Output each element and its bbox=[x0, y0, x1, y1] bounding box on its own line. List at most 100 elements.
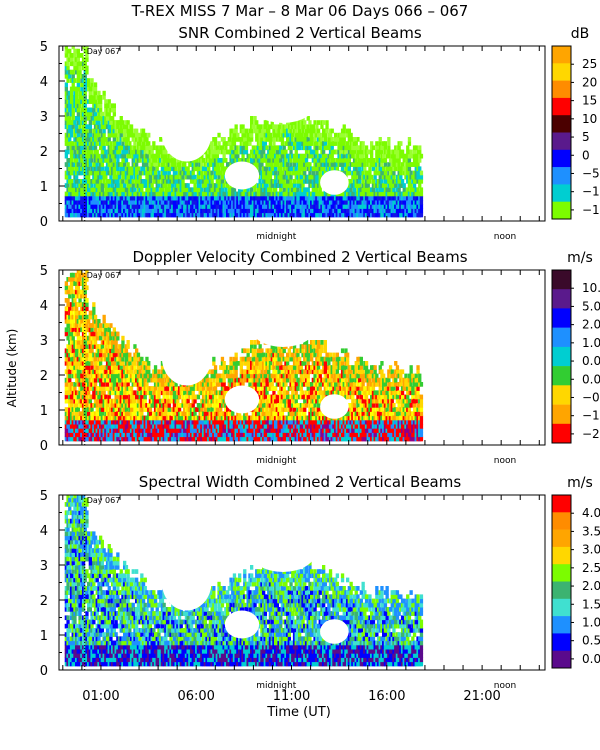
colorbar-segment bbox=[552, 201, 571, 220]
y-tick-label: 2 bbox=[40, 145, 48, 160]
colorbar-label: 2.0 bbox=[582, 318, 600, 332]
y-tick-label: 2 bbox=[40, 594, 48, 609]
panel-3: Spectral Width Combined 2 Vertical Beams… bbox=[40, 473, 600, 691]
panel-2: Doppler Velocity Combined 2 Vertical Bea… bbox=[40, 248, 600, 466]
day-label: Day 067 bbox=[87, 47, 121, 56]
day-label: Day 067 bbox=[87, 271, 121, 280]
y-tick-label: 1 bbox=[40, 180, 48, 195]
colorbar-frame bbox=[551, 45, 572, 220]
panel-title: Spectral Width Combined 2 Vertical Beams bbox=[139, 473, 462, 491]
x-axis-label: Time (UT) bbox=[266, 705, 331, 720]
colorbar-segment bbox=[552, 512, 571, 530]
colorbar-label: 0.0 bbox=[582, 354, 600, 368]
echo-field bbox=[64, 46, 424, 218]
colorbar-label: 0.0 bbox=[582, 372, 600, 386]
colorbar-label: 15 bbox=[582, 94, 597, 108]
x-tick-label: 01:00 bbox=[82, 689, 119, 704]
time-marker-label: noon bbox=[494, 456, 516, 466]
colorbar-segment bbox=[552, 132, 571, 151]
colorbar-label: 10.0 bbox=[582, 281, 600, 295]
panel-title: SNR Combined 2 Vertical Beams bbox=[178, 24, 421, 42]
colorbar-label: 10 bbox=[582, 112, 597, 126]
colorbar-unit: m/s bbox=[567, 475, 593, 491]
colorbar-label: 3.0 bbox=[582, 543, 600, 557]
colorbar-label: 2.5 bbox=[582, 561, 600, 575]
colorbar-segment bbox=[552, 650, 571, 669]
colorbar-label: −2.0 bbox=[582, 427, 600, 441]
panel-1: SNR Combined 2 Vertical Beams dB Day 067 0 1… bbox=[40, 24, 600, 242]
colorbar-segment bbox=[552, 184, 571, 202]
colorbar-segment bbox=[552, 495, 571, 513]
y-tick-label: 5 bbox=[40, 489, 48, 504]
colorbar-label: −5 bbox=[582, 166, 600, 180]
figure-title: T-REX MISS 7 Mar – 8 Mar 06 Days 066 – 0… bbox=[131, 2, 469, 20]
colorbar-segment bbox=[552, 385, 571, 405]
colorbar-label: 5 bbox=[582, 130, 590, 144]
colorbar-segment bbox=[552, 366, 571, 386]
y-tick-label: 1 bbox=[40, 404, 48, 419]
colorbar-segment bbox=[552, 270, 571, 290]
colorbar-segment bbox=[552, 149, 571, 168]
colorbar-segment bbox=[552, 529, 571, 548]
colorbar-segment bbox=[552, 167, 571, 185]
time-marker-label: midnight bbox=[256, 456, 297, 466]
colorbar-segment bbox=[552, 616, 571, 634]
y-tick-label: 5 bbox=[40, 264, 48, 279]
y-tick-label: 2 bbox=[40, 369, 48, 384]
y-tick-label: 4 bbox=[40, 75, 48, 90]
colorbar-unit: m/s bbox=[567, 250, 593, 266]
colorbar-segment bbox=[552, 598, 571, 617]
colorbar-segment bbox=[552, 46, 571, 64]
colorbar-segment bbox=[552, 423, 571, 444]
y-tick-label: 3 bbox=[40, 559, 48, 574]
colorbar-segment bbox=[552, 564, 571, 582]
colorbar-segment bbox=[552, 327, 571, 348]
x-tick-label: 06:00 bbox=[177, 689, 214, 704]
colorbar-label: 1.0 bbox=[582, 336, 600, 350]
y-tick-label: 5 bbox=[40, 40, 48, 55]
colorbar-label: −1.0 bbox=[582, 409, 600, 423]
colorbar-label: 25 bbox=[582, 57, 597, 71]
colorbar-label: 0 bbox=[582, 148, 590, 162]
colorbar-label: 4.0 bbox=[582, 506, 600, 520]
colorbar-label: 5.0 bbox=[582, 299, 600, 313]
y-tick-label: 3 bbox=[40, 334, 48, 349]
colorbar-label: 3.5 bbox=[582, 524, 600, 538]
colorbar-label: 2.0 bbox=[582, 579, 600, 593]
y-tick-label: 0 bbox=[40, 439, 48, 454]
colorbar-segment bbox=[552, 97, 571, 116]
time-marker-label: midnight bbox=[256, 681, 297, 691]
colorbar-segment bbox=[552, 581, 571, 600]
colorbar-label: 0.5 bbox=[582, 634, 600, 648]
colorbar-segment bbox=[552, 346, 571, 367]
x-tick-label: 21:00 bbox=[463, 689, 500, 704]
x-tick-label: 16:00 bbox=[368, 689, 405, 704]
panel-title: Doppler Velocity Combined 2 Vertical Bea… bbox=[132, 248, 467, 266]
colorbar-segment bbox=[552, 289, 571, 309]
colorbar-label: 0.0 bbox=[582, 652, 600, 666]
y-tick-label: 4 bbox=[40, 524, 48, 539]
echo-field bbox=[64, 270, 424, 442]
colorbar-segment bbox=[552, 80, 571, 99]
time-marker-label: noon bbox=[494, 232, 516, 242]
colorbar-frame bbox=[551, 269, 572, 444]
y-tick-label: 0 bbox=[40, 215, 48, 230]
echo-field bbox=[64, 495, 424, 667]
y-tick-label: 4 bbox=[40, 299, 48, 314]
colorbar-label: 20 bbox=[582, 75, 597, 89]
colorbar-segment bbox=[552, 404, 571, 425]
y-tick-label: 3 bbox=[40, 110, 48, 125]
colorbar-label: −15 bbox=[582, 203, 600, 217]
colorbar-label: 1.0 bbox=[582, 615, 600, 629]
y-axis-label: Altitude (km) bbox=[5, 329, 19, 408]
colorbar-unit: dB bbox=[571, 26, 590, 42]
colorbar-label: −0.5 bbox=[582, 390, 600, 404]
day-label: Day 067 bbox=[87, 496, 121, 505]
colorbar-segment bbox=[552, 546, 571, 565]
colorbar-segment bbox=[552, 63, 571, 81]
time-marker-label: noon bbox=[494, 681, 516, 691]
y-tick-label: 1 bbox=[40, 629, 48, 644]
colorbar-segment bbox=[552, 115, 571, 133]
colorbar-segment bbox=[552, 633, 571, 651]
